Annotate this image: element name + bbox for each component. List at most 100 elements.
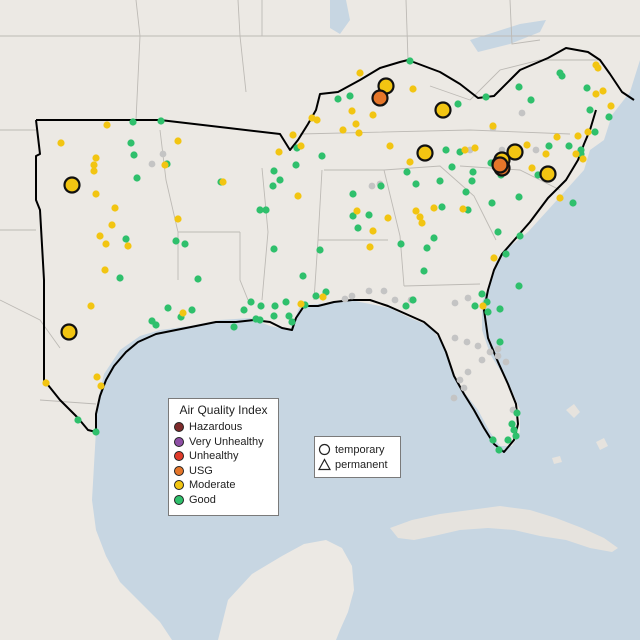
good-monitor — [496, 305, 504, 313]
moderate-monitor — [386, 142, 394, 150]
moderate-monitor — [418, 219, 426, 227]
good-monitor — [181, 240, 189, 248]
moderate-monitor — [356, 69, 364, 77]
no-data-monitor — [341, 295, 349, 303]
good-monitor — [312, 292, 320, 300]
no-data-monitor — [494, 352, 502, 360]
no-data-monitor — [463, 338, 471, 346]
legend-item-label: Unhealthy — [189, 450, 239, 463]
good-monitor — [482, 93, 490, 101]
moderate-monitor — [101, 266, 109, 274]
good-monitor — [256, 206, 264, 214]
moderate-monitor — [579, 155, 587, 163]
moderate-temporary-monitor — [506, 143, 524, 161]
moderate-monitor — [553, 133, 561, 141]
circle-icon — [318, 443, 331, 456]
good-monitor — [591, 128, 599, 136]
good-swatch — [174, 494, 184, 505]
moderate-monitor — [542, 150, 550, 158]
legend-item-moderate: Moderate — [169, 478, 278, 493]
unhealthy-swatch — [174, 451, 184, 462]
moderate-monitor — [594, 64, 602, 72]
moderate-monitor — [416, 213, 424, 221]
good-monitor — [438, 203, 446, 211]
good-monitor — [194, 275, 202, 283]
no-data-monitor — [391, 296, 399, 304]
good-monitor — [164, 304, 172, 312]
good-monitor — [508, 420, 516, 428]
good-monitor — [130, 151, 138, 159]
legend-item-label: Very Unhealthy — [189, 435, 264, 448]
moderate-monitor — [174, 215, 182, 223]
no-data-monitor — [532, 146, 540, 154]
good-monitor — [454, 100, 462, 108]
good-monitor — [545, 142, 553, 150]
good-monitor — [188, 306, 196, 314]
moderate-monitor — [92, 190, 100, 198]
good-monitor — [495, 446, 503, 454]
good-monitor — [285, 312, 293, 320]
state-borders — [0, 0, 640, 405]
good-monitor — [583, 84, 591, 92]
moderate-monitor — [574, 132, 582, 140]
good-monitor — [270, 167, 278, 175]
good-monitor — [586, 106, 594, 114]
moderate-temporary-monitor — [60, 323, 78, 341]
no-data-monitor — [494, 345, 502, 353]
moderate-monitor — [289, 131, 297, 139]
no-data-monitor — [464, 368, 472, 376]
moderate-monitor — [102, 240, 110, 248]
triangle-icon — [318, 458, 331, 471]
moderate-monitor — [103, 121, 111, 129]
moderate-monitor — [313, 116, 321, 124]
no-data-monitor — [460, 384, 468, 392]
no-data-monitor — [450, 394, 458, 402]
good-monitor — [494, 228, 502, 236]
moderate-monitor — [108, 221, 116, 229]
good-monitor — [288, 318, 296, 326]
moderate-monitor — [430, 204, 438, 212]
legend-item-very-unhealthy: Very Unhealthy — [169, 435, 278, 450]
no-data-monitor — [365, 287, 373, 295]
good-monitor — [116, 274, 124, 282]
good-monitor — [513, 409, 521, 417]
moderate-monitor — [409, 85, 417, 93]
no-data-monitor — [451, 299, 459, 307]
legend-item-temporary: temporary — [315, 442, 400, 457]
moderate-monitor — [353, 207, 361, 215]
good-monitor — [488, 199, 496, 207]
good-monitor — [349, 212, 357, 220]
hazardous-swatch — [174, 422, 184, 433]
good-monitor — [346, 92, 354, 100]
very-unhealthy-swatch — [174, 436, 184, 447]
moderate-monitor — [459, 205, 467, 213]
good-monitor — [133, 174, 141, 182]
moderate-monitor — [124, 242, 132, 250]
moderate-monitor — [348, 107, 356, 115]
usg-temporary-monitor — [371, 89, 389, 107]
good-monitor — [430, 234, 438, 242]
no-data-monitor — [368, 182, 376, 190]
good-monitor — [299, 272, 307, 280]
temporary-label: temporary — [335, 443, 385, 456]
legend-item-label: Good — [189, 493, 216, 506]
good-monitor — [605, 113, 613, 121]
good-monitor — [257, 302, 265, 310]
moderate-monitor — [161, 161, 169, 169]
good-monitor — [334, 95, 342, 103]
good-monitor — [420, 267, 428, 275]
legend-item-hazardous: Hazardous — [169, 420, 278, 435]
moderate-monitor — [572, 150, 580, 158]
good-monitor — [292, 161, 300, 169]
good-monitor — [129, 118, 137, 126]
moderate-monitor — [584, 128, 592, 136]
moderate-monitor — [275, 148, 283, 156]
moderate-monitor — [384, 214, 392, 222]
moderate-monitor — [297, 142, 305, 150]
good-monitor — [448, 163, 456, 171]
moderate-monitor — [607, 102, 615, 110]
moderate-monitor — [90, 167, 98, 175]
good-monitor — [516, 232, 524, 240]
good-monitor — [556, 69, 564, 77]
